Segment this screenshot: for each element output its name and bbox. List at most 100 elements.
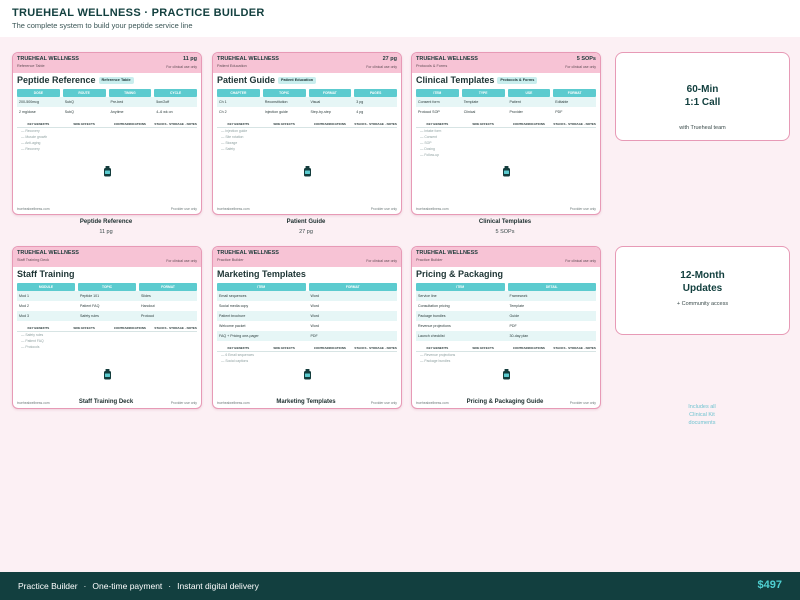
- table-cell: 5on/2off: [156, 100, 170, 104]
- notes-column-header: SIDE EFFECTS: [273, 122, 295, 126]
- table-cell: Ch 1: [219, 100, 227, 104]
- card-sub-caption: 5 SOPs: [495, 229, 515, 235]
- table-column-header: PAGES: [354, 89, 397, 97]
- notes-bullet: — Storage: [221, 141, 238, 145]
- table-cell: Editable: [555, 100, 569, 104]
- card-footer-website: truehealwellness.com: [416, 207, 449, 211]
- table-column-header: ITEM: [217, 283, 306, 291]
- notes-column-header: KEY BENEFITS: [227, 122, 250, 126]
- card-tag: Protocols & Forms: [497, 76, 538, 84]
- table-cell: Patient FAQ: [80, 304, 100, 308]
- card-table: ITEM FORMAT Email sequences Word Social medi…: [217, 283, 397, 341]
- card-notes: KEY BENEFITS SIDE EFFECTS CONTRAINDICATION…: [17, 325, 197, 350]
- vial-icon: [503, 369, 510, 380]
- table-cell: 2 mg/dose: [19, 110, 36, 114]
- document-card[interactable]: TRUEHEAL WELLNESS Reference Table 11 pg For…: [12, 52, 202, 215]
- card-notes: KEY BENEFITS SIDE EFFECTS CONTRAINDICATION…: [17, 121, 197, 152]
- card-footer-note: Provider use only: [370, 401, 397, 405]
- table-row: Package bundles Guide: [416, 311, 596, 321]
- table-cell: Service line: [418, 294, 437, 298]
- card-clinical-note: For clinical use only: [366, 65, 397, 69]
- table-row: Mod 2 Patient FAQ Handout: [17, 301, 197, 311]
- table-cell: Ch 2: [219, 110, 227, 114]
- table-cell: Mod 1: [19, 294, 29, 298]
- card-heading: Peptide Reference Reference Table: [17, 75, 134, 85]
- card-table: ITEM TYPE USE FORMAT Consent form Template Pat…: [416, 89, 596, 117]
- notes-header-row: KEY BENEFITS SIDE EFFECTS CONTRAINDICATION…: [416, 121, 596, 128]
- table-cell: Injection guide: [264, 110, 288, 114]
- notes-column-header: STACKS · STORAGE · NOTES: [354, 122, 397, 126]
- table-cell: Reconstitution: [264, 100, 288, 104]
- table-column-header: DOSE: [17, 89, 60, 97]
- table-cell: Template: [463, 100, 479, 104]
- notes-header-row: KEY BENEFITS SIDE EFFECTS CONTRAINDICATION…: [17, 121, 197, 128]
- table-cell: Pre-bed: [110, 100, 124, 104]
- notes-bullet: — 6 Email sequences: [221, 353, 254, 357]
- notes-bullet: — SOP: [420, 141, 432, 145]
- table-cell: Slides: [141, 294, 151, 298]
- table-row: Launch checklist 30-day plan: [416, 331, 596, 341]
- table-cell: Revenue projections: [418, 324, 451, 328]
- footer-separator: ·: [168, 581, 172, 591]
- notes-bullet: — Site rotation: [221, 135, 244, 139]
- document-card[interactable]: TRUEHEAL WELLNESS Staff Training Deck For …: [12, 246, 202, 409]
- document-card[interactable]: TRUEHEAL WELLNESS Patient Education 27 pg F…: [212, 52, 402, 215]
- table-cell: SubQ: [64, 100, 74, 104]
- table-row: Welcome packet Word: [217, 321, 397, 331]
- document-card[interactable]: TRUEHEAL WELLNESS Practice Builder For cli…: [212, 246, 402, 409]
- card-footer-note: Provider use only: [569, 207, 596, 211]
- table-header-row: DOSE ROUTE TIMING CYCLE: [17, 89, 197, 97]
- table-column-header: DETAIL: [507, 283, 596, 291]
- notes-column-header: CONTRAINDICATIONS: [113, 122, 146, 126]
- table-column-header: TIMING: [108, 89, 152, 97]
- document-card[interactable]: TRUEHEAL WELLNESS Practice Builder For cli…: [411, 246, 601, 409]
- card-brand: TRUEHEAL WELLNESS: [416, 250, 478, 256]
- notes-header-row: KEY BENEFITS SIDE EFFECTS CONTRAINDICATION…: [217, 345, 397, 352]
- table-cell: Guide: [509, 314, 520, 318]
- vial-icon: [503, 166, 510, 177]
- table-column-header: USE: [507, 89, 551, 97]
- notes-header-row: KEY BENEFITS SIDE EFFECTS CONTRAINDICATION…: [416, 345, 596, 352]
- notes-column-header: SIDE EFFECTS: [73, 122, 95, 126]
- vial-icon: [304, 166, 311, 177]
- table-column-header: CHAPTER: [217, 89, 260, 97]
- notes-header-row: KEY BENEFITS SIDE EFFECTS CONTRAINDICATION…: [17, 325, 197, 332]
- card-heading-text: Peptide Reference: [17, 75, 96, 85]
- notes-column-header: STACKS · STORAGE · NOTES: [154, 122, 197, 126]
- notes-bullet: — Muscle growth: [21, 135, 48, 139]
- card-count: 27 pg: [382, 56, 397, 62]
- card-tag: Reference Table: [98, 76, 134, 84]
- table-cell: SubQ: [64, 110, 74, 114]
- page-header: TRUEHEAL WELLNESS · PRACTICE BUILDER The…: [0, 0, 800, 37]
- table-cell: Launch checklist: [418, 334, 445, 338]
- table-header-row: CHAPTER TOPIC FORMAT PAGES: [217, 89, 397, 97]
- card-brand: TRUEHEAL WELLNESS: [217, 56, 279, 62]
- bonus-card-updates[interactable]: 12-Month Updates + Community access: [615, 246, 790, 335]
- table-row: Consultation pricing Template: [416, 301, 596, 311]
- table-cell: Mod 2: [19, 304, 29, 308]
- table-cell: Package bundles: [418, 314, 446, 318]
- card-doc-label: Staff Training Deck: [17, 258, 50, 262]
- card-caption: Pricing & Packaging Guide: [466, 399, 544, 405]
- card-count: 11 pg: [182, 56, 197, 62]
- notes-header-row: KEY BENEFITS SIDE EFFECTS CONTRAINDICATION…: [217, 121, 397, 128]
- card-brand: TRUEHEAL WELLNESS: [217, 250, 279, 256]
- card-clinical-note: For clinical use only: [366, 259, 397, 263]
- bonus-title-line2: 1:1 Call: [684, 97, 721, 108]
- footer-product: Practice Builder: [18, 581, 78, 591]
- page-subtitle: The complete system to build your peptid…: [12, 21, 193, 30]
- card-sub-caption: 27 pg: [299, 229, 313, 235]
- table-cell: Welcome packet: [219, 324, 246, 328]
- card-heading-text: Pricing & Packaging: [416, 269, 504, 279]
- bonus-card-call[interactable]: 60-Min 1:1 Call with Trueheal team: [615, 52, 790, 141]
- table-column-header: FORMAT: [553, 89, 596, 97]
- notes-bullet: — Follow-up: [420, 153, 440, 157]
- notes-bullet: — Anti-aging: [21, 141, 41, 145]
- notes-column-header: KEY BENEFITS: [27, 326, 50, 330]
- bonus-title-line1: 12-Month: [680, 270, 725, 281]
- table-column-header: ITEM: [416, 283, 505, 291]
- document-card[interactable]: TRUEHEAL WELLNESS Protocols & Forms 5 SOPs…: [411, 52, 601, 215]
- table-cell: Social media copy: [219, 304, 249, 308]
- card-clinical-note: For clinical use only: [565, 65, 596, 69]
- notes-bullet: — Recovery: [21, 129, 40, 133]
